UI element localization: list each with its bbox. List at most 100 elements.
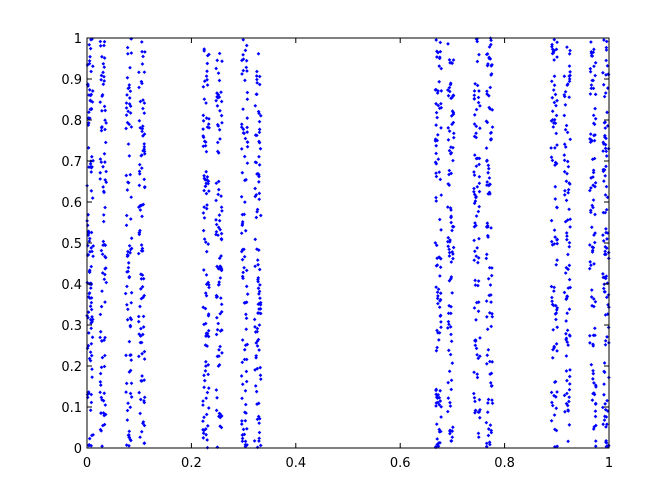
scatter-point [602,392,606,397]
x-tick-labels: 0 0.2 0.4 0.6 0.8 1 [83,456,613,471]
scatter-point [433,160,438,165]
scatter-point [472,238,476,243]
scatter-point [434,143,439,148]
scatter-point [240,247,245,252]
scatter-point [592,262,596,266]
scatter-point [239,374,244,378]
scatter-point [243,136,248,141]
scatter-point [602,418,607,422]
scatter-point [86,390,91,394]
scatter-point [139,153,144,158]
scatter-point [477,397,482,402]
scatter-point [550,243,555,247]
scatter-point [88,249,92,254]
scatter-point [125,120,130,125]
scatter-point [129,395,134,399]
scatter-point [88,408,93,413]
scatter-point [434,101,438,106]
scatter-point [98,329,103,334]
scatter-point [477,89,481,93]
scatter-point [450,361,455,365]
scatter-point [244,327,249,332]
scatter-point [98,371,103,376]
scatter-point [565,311,570,316]
scatter-point [553,163,557,168]
scatter-point [433,241,438,245]
scatter-point [214,222,219,227]
scatter-point [476,95,481,100]
scatter-point [98,44,103,48]
scatter-point [128,437,133,442]
scatter-point [206,363,211,367]
scatter-point [472,370,476,375]
scatter-point [243,228,248,233]
scatter-point [564,369,569,373]
scatter-point [439,193,444,197]
scatter-point [438,291,443,296]
scatter-point [217,347,221,352]
scatter-point [241,127,246,132]
scatter-point [257,197,262,202]
scatter-point [589,362,594,367]
scatter-point [567,423,572,427]
scatter-point [471,391,476,396]
scatter-point [475,375,480,380]
scatter-point [601,272,605,276]
scatter-point [449,260,454,264]
scatter-point [434,404,438,408]
scatter-point [475,246,480,250]
scatter-point [258,283,262,287]
scatter-point [141,295,146,300]
scatter-point [448,206,453,210]
scatter-point [242,154,247,159]
scatter-point [204,206,209,211]
scatter-point [257,430,262,435]
scatter-point [449,151,454,155]
scatter-point [126,265,131,270]
scatter-point [103,255,108,260]
scatter-point [219,205,224,210]
scatter-point [435,133,440,137]
scatter-point [103,300,107,304]
scatter-point [243,200,247,204]
scatter-point [102,65,107,70]
scatter-point [478,354,482,359]
scatter-point [241,270,246,275]
scatter-point [447,85,452,90]
scatter-point [591,113,596,118]
scatter-point [253,133,258,137]
scatter-point [552,393,556,398]
scatter-point [215,354,220,359]
scatter-point [201,431,206,436]
scatter-point [451,245,456,250]
scatter-point [257,119,262,124]
scatter-point [245,140,250,145]
scatter-point [449,339,454,344]
scatter-point [104,266,108,270]
scatter-point [448,238,452,242]
scatter-point [486,163,491,168]
scatter-point [448,352,453,357]
scatter-point [489,324,494,329]
scatter-point [602,369,606,374]
scatter-point [568,225,572,229]
scatter-point [591,168,596,173]
scatter-point [592,240,597,245]
scatter-point [141,54,145,59]
scatter-point [486,276,491,281]
scatter-point [565,237,569,242]
scatter-point [567,263,572,268]
scatter-point [137,354,141,359]
scatter-point [242,357,247,362]
scatter-point [245,144,250,149]
scatter-point [258,302,263,307]
scatter-point [217,280,222,284]
scatter-point [88,54,92,59]
scatter-point [205,424,210,428]
scatter-point [89,154,94,159]
scatter-point [127,274,132,279]
scatter-point [219,236,224,241]
scatter-point [436,287,441,292]
scatter-point [139,272,143,277]
scatter-point [472,249,477,254]
